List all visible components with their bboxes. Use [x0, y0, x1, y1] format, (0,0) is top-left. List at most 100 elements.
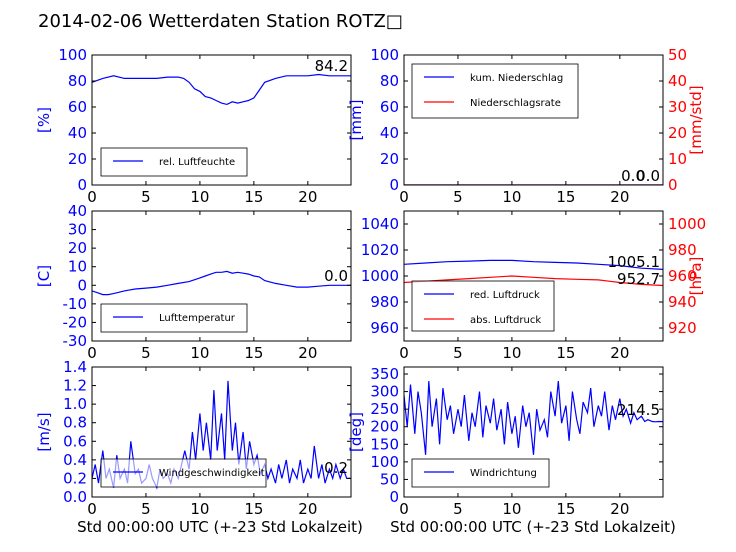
- x-tick-label: 15: [244, 188, 263, 206]
- y-tick-label: 1.4: [63, 358, 87, 376]
- y-tick-label-right: 40: [668, 72, 687, 90]
- y-tick-label: 0.2: [63, 469, 87, 487]
- legend-entry: Windrichtung: [470, 468, 537, 479]
- axes-frame: [91, 210, 352, 342]
- x-tick-label: 20: [610, 500, 629, 518]
- x-tick-label: 10: [190, 188, 209, 206]
- legend-entry: Lufttemperatur: [159, 313, 236, 324]
- legend-entry: abs. Luftdruck: [470, 315, 541, 326]
- y-tick-label-right: 960: [668, 267, 697, 285]
- y-tick-label: 0.0: [63, 488, 87, 506]
- panel-precipitation: 0 5 10 15 20 0 20 40 60 80 100 0 10 20 30 40 50 [mm] [mm/s…: [347, 46, 705, 206]
- y-tick-label: 100: [370, 453, 399, 471]
- y-tick-label: 100: [370, 46, 399, 64]
- y-tick-label: 50: [380, 470, 399, 488]
- y-tick-label: 0: [77, 176, 87, 194]
- axes-frame: [91, 54, 352, 186]
- series-line-1: [404, 259, 663, 270]
- panel-wind-speed: 0 5 10 15 200.00.20.40.60.81.01.21.4[m/s]Win…: [35, 358, 352, 518]
- y-tick-label: 20: [68, 239, 87, 257]
- y-tick-label: 200: [370, 418, 399, 436]
- legend-entry: Niederschlagsrate: [470, 98, 561, 109]
- y-axis-label: [m/s]: [35, 412, 53, 451]
- y-tick-label-right: 0: [668, 176, 678, 194]
- x-tick-label: 0: [87, 188, 97, 206]
- last-value-label: 84.2: [315, 57, 348, 75]
- x-tick-label: 0: [87, 500, 97, 518]
- y-tick-label: 250: [370, 400, 399, 418]
- y-tick-label-right: 980: [668, 241, 697, 259]
- y-axis-label: [C]: [35, 265, 53, 287]
- y-tick-label-right: 940: [668, 293, 697, 311]
- y-tick-label: 0.8: [63, 414, 87, 432]
- y-tick-label: 100: [58, 46, 87, 64]
- x-tick-label: 15: [556, 344, 575, 362]
- y-tick-label: -10: [63, 295, 88, 313]
- y-tick-label: 980: [370, 293, 399, 311]
- y-tick-label: 300: [370, 383, 399, 401]
- x-tick-label: 0: [399, 344, 409, 362]
- legend-box: [100, 147, 248, 177]
- series-line-1: [92, 73, 351, 106]
- y-tick-label: 60: [380, 98, 399, 116]
- y-tick-label: -30: [63, 332, 88, 350]
- last-value-label: 214.5: [617, 401, 660, 419]
- y-tick-label: 20: [380, 150, 399, 168]
- legend-box: [411, 458, 550, 488]
- x-tick-label: 10: [190, 344, 209, 362]
- legend-box: [411, 280, 555, 332]
- x-tick-label: 10: [502, 188, 521, 206]
- last-value-label-right: 0.0: [621, 167, 645, 185]
- x-tick-label: 5: [141, 188, 151, 206]
- panel-temperature: 0 5 10 15 20-30-20-10010203040[C]Lufttempera…: [35, 202, 352, 362]
- axes-frame: [403, 366, 664, 498]
- y-tick-label: -20: [63, 313, 88, 331]
- y-tick-label: 1.0: [63, 395, 87, 413]
- legend-entry: Windgeschwindigkeit: [159, 468, 265, 479]
- x-tick-label: 5: [141, 344, 151, 362]
- x-tick-label: 15: [556, 188, 575, 206]
- panel-humidity: 0 5 10 15 20 0 20 40 60 80 100 [%] rel. Luftfeuchte 8…: [35, 46, 352, 206]
- x-tick-label: 20: [298, 188, 317, 206]
- y-tick-label-right: 30: [668, 98, 687, 116]
- y-tick-label-right: 10: [668, 150, 687, 168]
- x-axis-label-right: Std 00:00:00 UTC (+-23 Std Lokalzeit): [390, 518, 676, 536]
- y-tick-label: 1040: [361, 215, 399, 233]
- figure-title: 2014-02-06 Wetterdaten Station ROTZ□: [38, 11, 403, 32]
- y-tick-label-right: 920: [668, 319, 697, 337]
- y-tick-label: 0: [389, 488, 399, 506]
- x-tick-label: 5: [453, 500, 463, 518]
- x-tick-label: 5: [141, 500, 151, 518]
- legend-entry: kum. Niederschlag: [470, 73, 563, 84]
- x-tick-label: 15: [244, 344, 263, 362]
- legend-box: [411, 63, 579, 119]
- y-tick-label: 80: [380, 72, 399, 90]
- y-tick-label: 1020: [361, 241, 399, 259]
- x-tick-label: 15: [244, 500, 263, 518]
- legend-entry: rel. Luftfeuchte: [159, 157, 235, 168]
- series-line-1: [404, 381, 663, 455]
- x-tick-label: 10: [502, 500, 521, 518]
- x-tick-label: 10: [190, 500, 209, 518]
- y-tick-label: 80: [68, 72, 87, 90]
- y-tick-label-right: 50: [668, 46, 687, 64]
- y-axis-label: [mm]: [347, 100, 365, 141]
- y-axis-label-right: [mm/std]: [687, 85, 705, 154]
- last-value-label: 0.0: [636, 167, 660, 185]
- y-tick-label: 10: [68, 258, 87, 276]
- legend-box: [100, 458, 267, 488]
- legend-entry: red. Luftdruck: [470, 290, 540, 301]
- last-value-label-right: 952.7: [617, 270, 660, 288]
- y-tick-label-right: 1000: [668, 215, 706, 233]
- x-tick-label: 15: [556, 500, 575, 518]
- last-value-label: 0.2: [324, 459, 348, 477]
- x-tick-label: 10: [502, 344, 521, 362]
- y-tick-label: 0.4: [63, 451, 87, 469]
- y-tick-label: 20: [68, 150, 87, 168]
- y-tick-label: 0.6: [63, 432, 87, 450]
- series-line-2: [404, 275, 663, 287]
- x-tick-label: 0: [399, 500, 409, 518]
- last-value-label: 0.0: [324, 267, 348, 285]
- y-tick-label: 40: [68, 202, 87, 220]
